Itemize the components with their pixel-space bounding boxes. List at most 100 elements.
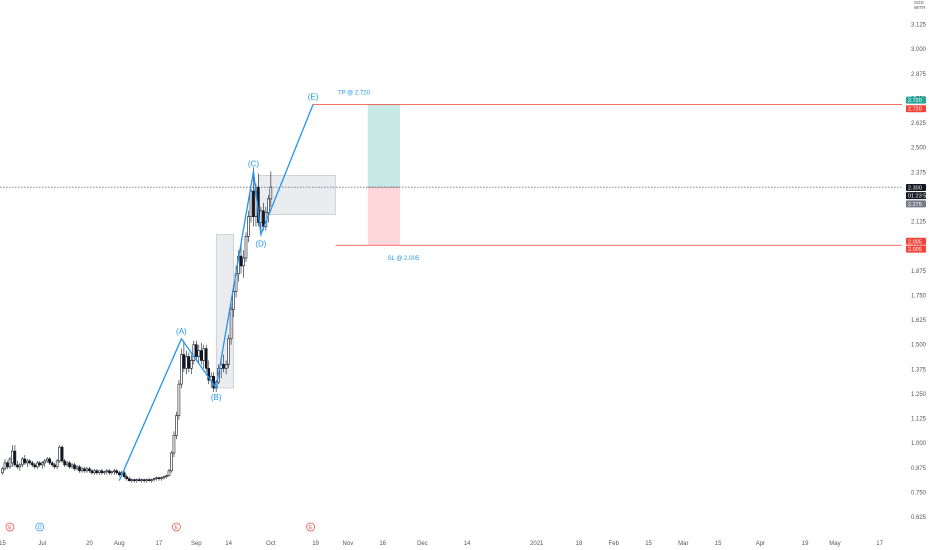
candle (38, 460, 42, 467)
candle-body (202, 348, 206, 361)
candle (187, 352, 191, 373)
candle (28, 458, 32, 465)
wave-label: (D) (255, 239, 266, 248)
candle (195, 340, 198, 361)
candle (115, 468, 119, 475)
candle-body (110, 471, 114, 474)
candle (182, 340, 186, 373)
candle-body (100, 470, 104, 474)
price-tag-bg (906, 237, 926, 245)
annotation-text: TP @ 2.720 (338, 91, 371, 97)
event-circle (172, 522, 181, 532)
candle-body (227, 338, 230, 365)
candle (113, 468, 116, 475)
candle-body (259, 210, 263, 223)
candle (185, 350, 188, 375)
candle-body (98, 470, 101, 474)
price-tag: 2.720 (906, 105, 926, 113)
x-tick-label: 18 (576, 541, 583, 547)
candle (152, 477, 156, 482)
y-axis: 3.1253.0002.8752.7502.6252.5002.3752.250… (911, 0, 927, 521)
candle (65, 460, 69, 467)
candle (135, 478, 138, 483)
candle-body (262, 210, 265, 227)
price-tag-label: 2.005 (908, 239, 922, 245)
candle (55, 458, 59, 469)
candle (132, 478, 136, 483)
candle-body (252, 190, 255, 217)
event-marker: D (35, 522, 45, 532)
candle-body (103, 471, 106, 474)
y-unit-label: SGD (914, 0, 925, 5)
price-tag-label: 01:23:56 (908, 194, 929, 200)
candle-body (167, 470, 171, 477)
x-tick-label: Feb (609, 541, 620, 547)
price-tag: 2.005 (906, 237, 926, 245)
candle (269, 171, 273, 207)
candle-body (33, 464, 37, 468)
position-tool (367, 104, 401, 246)
candle (58, 445, 61, 463)
candle-body (23, 458, 27, 464)
candle (23, 455, 27, 465)
candle (95, 468, 99, 475)
candle-body (177, 383, 181, 416)
candle-body (170, 452, 173, 472)
candle (122, 470, 126, 479)
candle-body (267, 198, 270, 214)
candle (68, 460, 71, 469)
candle-body (165, 475, 168, 477)
candle-body (192, 344, 196, 361)
candle-body (247, 216, 250, 237)
x-tick-label: Aug (114, 541, 125, 547)
candle (40, 460, 44, 469)
candle-body (85, 468, 89, 472)
candle-body (125, 476, 129, 479)
candle-body (70, 464, 74, 468)
candle-body (60, 446, 64, 462)
price-tag-label: 2.720 (908, 107, 922, 113)
candle (127, 476, 131, 482)
candle (170, 451, 173, 473)
y-tick-label: 3.125 (911, 23, 927, 29)
y-tick-label: 1.125 (911, 417, 927, 423)
candle-body (28, 460, 32, 464)
candle-body (78, 466, 81, 472)
price-tag-bg (906, 200, 926, 208)
price-tag-label: 2.300 (908, 186, 922, 192)
y-tick-label: 2.625 (911, 121, 927, 127)
candle-body (145, 479, 148, 481)
event-letter: E (309, 525, 313, 531)
candle-body (65, 462, 69, 466)
candle (162, 475, 166, 480)
x-tick-label: May (829, 541, 840, 547)
candle (6, 460, 9, 469)
candle-body (55, 460, 59, 468)
candle-body (269, 186, 273, 200)
candle-body (157, 477, 161, 479)
event-circle (35, 522, 45, 532)
candle (190, 354, 193, 375)
candle (242, 250, 245, 278)
candle-body (132, 479, 136, 481)
candle-body (75, 466, 79, 470)
candle (90, 468, 94, 475)
candle (150, 478, 153, 483)
candle (60, 445, 64, 463)
event-circle (306, 522, 315, 532)
candle (192, 340, 196, 365)
candle-body (239, 255, 243, 267)
candle (177, 380, 181, 420)
price-tag-bg (906, 105, 926, 113)
candle (172, 431, 176, 457)
candle (140, 478, 143, 483)
candle (197, 344, 201, 363)
candle-body (113, 470, 116, 473)
candle-body (3, 462, 7, 470)
wave-label: (E) (308, 92, 319, 101)
candle-body (58, 446, 61, 462)
candle-body (199, 350, 203, 361)
wave-label: (A) (176, 327, 187, 336)
y-tick-label: 1.375 (911, 367, 927, 373)
